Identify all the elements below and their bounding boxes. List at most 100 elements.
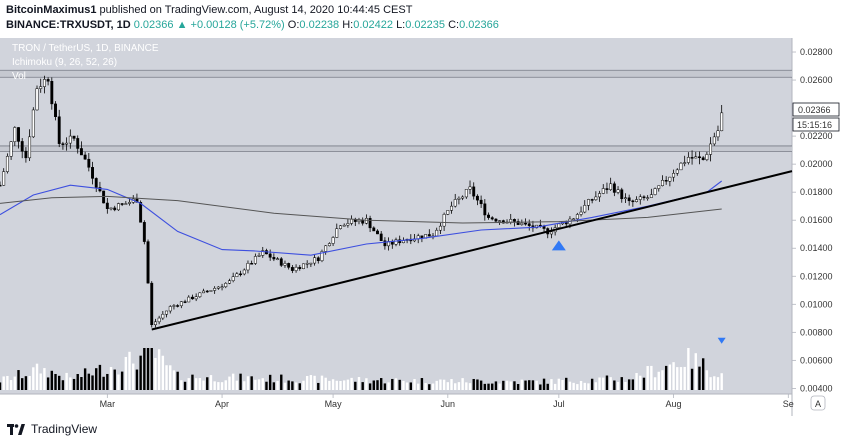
volume-bar [368,383,372,390]
last-price-badge [792,102,840,117]
price-tick-label: 0.01200 [800,271,833,281]
volume-bar [442,379,446,390]
volume-bar [402,380,405,390]
volume-bar [620,377,623,390]
volume-bar [553,383,557,390]
volume-bar [450,379,453,390]
candle-body [257,255,261,257]
candle-body [490,217,494,220]
candle-body [583,205,587,213]
volume-bar [394,378,398,390]
volume-bar [157,349,161,390]
countdown-text: 15:15:16 [797,120,832,130]
change-arrow-icon: ▲ [176,19,188,31]
candle-body [468,186,472,190]
volume-bar [572,382,575,390]
volume-bar [661,370,664,390]
publish-line: BitcoinMaximus1 published on TradingView… [6,4,412,16]
volume-bar [646,366,649,390]
candle-body [120,203,124,205]
candle-body [68,135,72,144]
volume-bar [21,378,24,390]
price-tick-label: 0.00800 [800,327,833,337]
candle-body [190,296,194,300]
volume-bar [587,383,590,390]
candle-body [205,290,209,293]
candle-body [202,290,206,294]
volume-bar [361,382,364,390]
volume-bar [0,382,2,390]
volume-bar [350,377,353,390]
ichimoku-legend[interactable]: Ichimoku (9, 26, 52, 26) [12,57,117,68]
candle-body [157,317,161,323]
volume-bar [143,348,146,390]
volume-bar [6,375,9,390]
volume-bar [468,383,472,390]
volume-bar [465,382,468,390]
volume-bar [539,384,542,390]
candle-body [683,162,687,164]
candle-body [272,257,276,260]
candle-body [549,231,553,235]
volume-bar [139,355,142,390]
time-tick-label: Mar [100,399,116,409]
candle-body [657,185,661,189]
candle-body [712,136,716,145]
candle-body [346,223,350,226]
volume-bar [535,380,538,390]
volume-bar [165,365,168,390]
ascending-trendline[interactable] [151,170,793,331]
candle-body [283,263,287,266]
candle-body [176,305,180,307]
volume-bar [80,377,83,390]
volume-bar [502,380,505,390]
volume-bar [520,379,524,390]
author-name[interactable]: BitcoinMaximus1 [6,4,97,16]
candle-body [524,222,527,225]
candle-body [376,230,379,235]
volume-bar [198,378,202,390]
volume-bar [491,383,494,390]
volume-bar [613,380,616,390]
volume-bar [13,376,17,390]
candle-body [309,262,313,265]
candle-body [109,207,113,210]
volume-bar [102,376,105,390]
symbol-name[interactable]: BINANCE:TRXUSDT, 1D [6,19,131,31]
volume-bar [91,375,94,390]
volume-legend[interactable]: Vol [12,71,26,82]
volume-bar [653,377,657,390]
chart-canvas[interactable]: TRON / TetherUS, 1D, BINANCE Ichimoku (9… [0,38,850,416]
candle-body [339,225,342,229]
candle-body [5,156,9,172]
volume-bar [639,375,642,390]
tradingview-logo[interactable]: TradingView [7,422,97,436]
candle-body [165,310,168,315]
candle-body [54,103,57,117]
high-label: H: [342,19,354,31]
volume-bar [176,371,179,390]
last-price: 0.02366 [133,19,174,31]
candle-body [235,273,239,277]
auto-scale-button[interactable] [810,395,826,411]
candle-body [61,143,65,145]
candle-body [124,203,128,205]
published-text: published on TradingView.com, August 14,… [99,4,413,16]
ichimoku-baseline [0,195,722,224]
volume-bar [305,375,309,390]
candle-body [464,189,468,198]
volume-bar [627,379,631,390]
volume-bar [106,373,109,390]
candle-body [672,173,676,178]
candle-body [661,179,664,186]
volume-bar [35,363,39,390]
symbol-legend: TRON / TetherUS, 1D, BINANCE [12,43,159,54]
volume-bar [128,351,131,390]
volume-bar [220,382,224,390]
candle-body [450,205,453,211]
volume-bar [206,377,209,390]
candle-body [161,313,165,319]
candle-body [65,142,69,145]
candle-body [94,178,98,188]
candle-body [624,197,627,200]
